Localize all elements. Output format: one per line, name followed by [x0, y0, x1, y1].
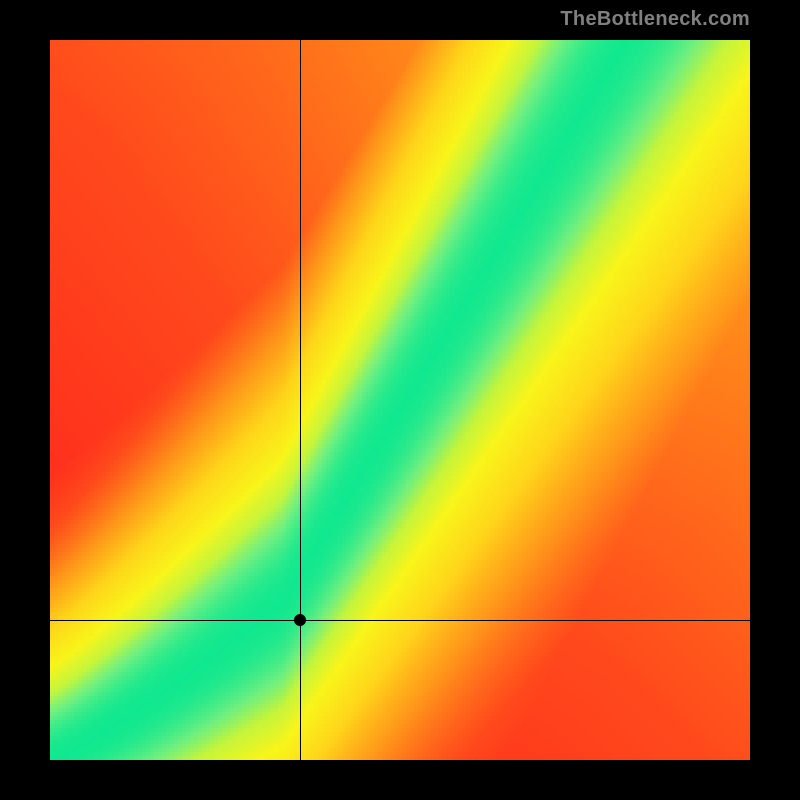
heatmap-canvas — [50, 40, 750, 760]
crosshair-marker — [294, 614, 306, 626]
crosshair-vertical — [300, 40, 301, 760]
watermark-text: TheBottleneck.com — [560, 8, 750, 31]
crosshair-horizontal — [50, 620, 750, 621]
heatmap-plot — [50, 40, 750, 760]
